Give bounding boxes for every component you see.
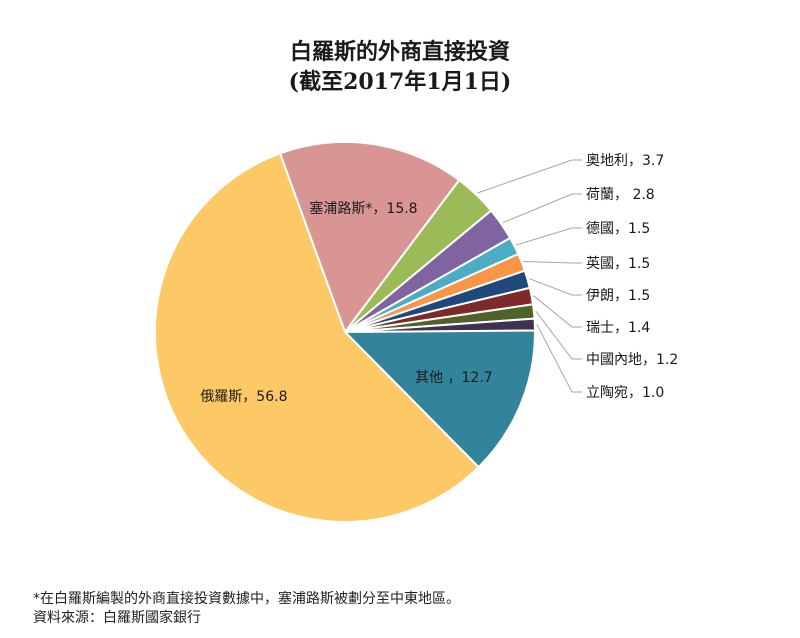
leader-line-china: [535, 310, 582, 360]
chart-title: 白羅斯的外商直接投資: [289, 39, 510, 65]
leader-line-netherlands: [502, 193, 582, 224]
data-label-iran: 伊朗，1.5: [586, 288, 650, 304]
data-label-russia: 俄羅斯，56.8: [200, 389, 287, 405]
data-label-cyprus: 塞浦路斯*，15.8: [309, 200, 417, 217]
data-label-netherlands: 荷蘭， 2.8: [586, 187, 655, 203]
data-label-germany: 德國，1.5: [586, 221, 650, 237]
leader-line-lithuania: [536, 324, 582, 393]
data-label-others: 其他 ，12.7: [415, 370, 493, 386]
leader-line-germany: [516, 227, 582, 246]
chart-subtitle: (截至2017年1月1日): [288, 69, 512, 95]
pie-slice-russia: [154, 152, 481, 523]
footnote: *在白羅斯編製的外商直接投資數據中，塞浦路斯被劃分至中東地區。: [33, 591, 460, 607]
leader-line-iran: [529, 278, 582, 296]
pie-slice-others: [342, 329, 536, 469]
source-note: 資料來源：白羅斯國家銀行: [33, 610, 201, 626]
data-label-china: 中國內地，1.2: [586, 352, 678, 368]
pie-slice-cyprus: [278, 141, 461, 335]
data-label-lithuania: 立陶宛，1.0: [586, 385, 664, 401]
leader-line-uk: [523, 261, 582, 264]
leader-line-austria: [477, 159, 582, 194]
leader-line-switzerland: [533, 295, 582, 328]
data-label-switzerland: 瑞士，1.4: [586, 320, 650, 336]
data-label-uk: 英國，1.5: [586, 255, 650, 272]
data-label-austria: 奧地利，3.7: [586, 153, 664, 169]
